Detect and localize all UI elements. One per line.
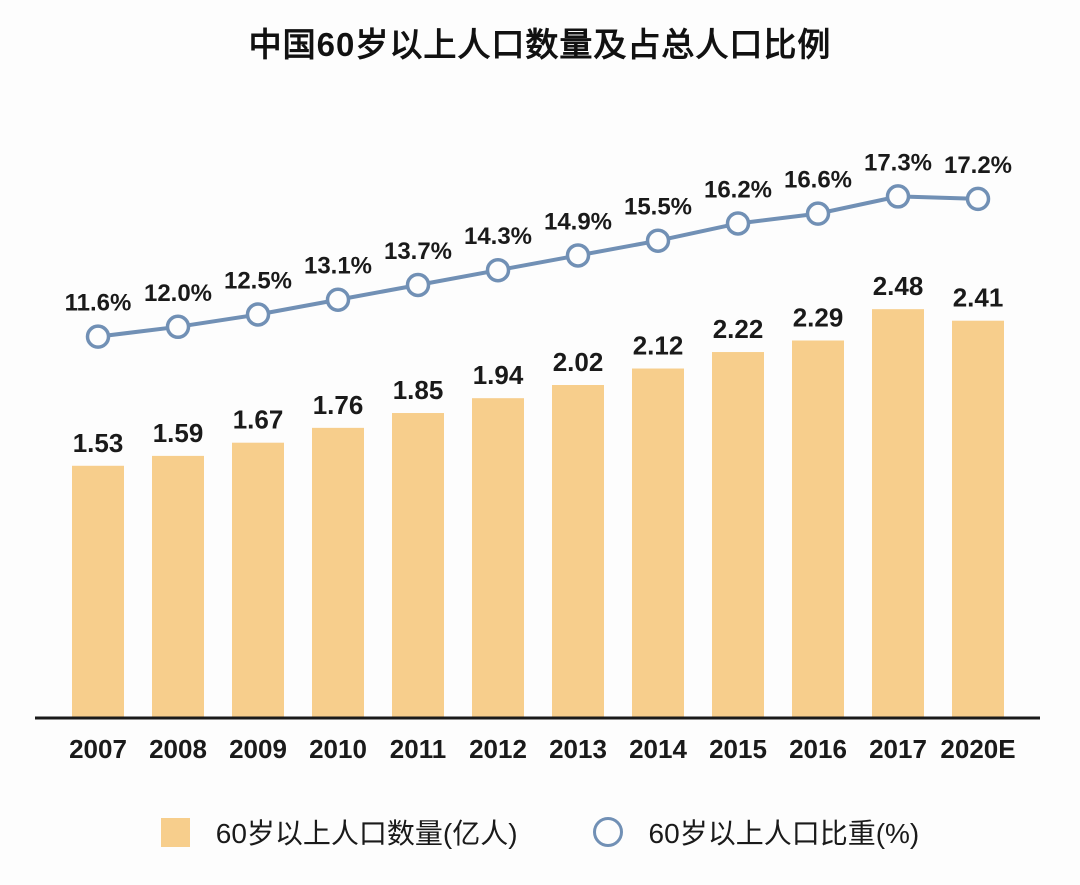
bar-2011: [392, 413, 444, 718]
x-tick-label-2007: 2007: [69, 734, 127, 764]
pct-label-2012: 14.3%: [464, 223, 532, 250]
pct-label-2008: 12.0%: [144, 280, 212, 307]
x-tick-label-2014: 2014: [629, 734, 687, 764]
bar-2014: [632, 368, 684, 718]
x-tick-label-2010: 2010: [309, 734, 367, 764]
line-marker-2011: [405, 272, 431, 298]
pct-label-2009: 12.5%: [224, 268, 292, 295]
x-tick-label-2012: 2012: [469, 734, 527, 764]
bar-value-label-2011: 1.85: [393, 375, 444, 405]
chart-legend: 60岁以上人口数量(亿人) 60岁以上人口比重(%): [0, 812, 1080, 852]
pct-label-2007: 11.6%: [65, 290, 132, 317]
bar-2016: [792, 340, 844, 718]
x-tick-label-2011: 2011: [390, 734, 446, 764]
pct-label-2014: 15.5%: [624, 194, 692, 221]
pct-label-2013: 14.9%: [544, 208, 612, 235]
bar-2012: [472, 398, 524, 718]
x-tick-label-2013: 2013: [549, 734, 607, 764]
pct-label-2011: 13.7%: [384, 238, 452, 265]
bar-2009: [232, 442, 284, 718]
bar-2007: [72, 465, 124, 718]
bar-2013: [552, 385, 604, 718]
pct-label-2010: 13.1%: [304, 253, 372, 280]
bar-value-label-2012: 1.94: [473, 360, 524, 390]
bar-value-label-2014: 2.12: [633, 331, 684, 361]
x-tick-label-2020E: 2020E: [940, 734, 1015, 764]
x-axis-line: [35, 716, 1040, 720]
bar-2010: [312, 427, 364, 718]
bar-value-label-2020E: 2.41: [953, 283, 1004, 313]
line-marker-2009: [245, 302, 271, 327]
line-series-marker-icon: [592, 817, 623, 847]
line-marker-2014: [645, 228, 671, 253]
bar-2020E: [952, 320, 1004, 718]
x-tick-label-2009: 2009: [229, 734, 287, 764]
bar-value-label-2016: 2.29: [793, 302, 844, 332]
line-marker-2013: [565, 243, 591, 268]
chart-title: 中国60岁以上人口数量及占总人口比例: [248, 26, 832, 63]
line-marker-2007: [85, 324, 111, 349]
line-marker-2020E: [965, 186, 991, 212]
x-tick-label-2017: 2017: [869, 734, 927, 764]
line-marker-2012: [485, 257, 511, 283]
bar-2017: [872, 309, 924, 718]
pct-label-2017: 17.3%: [864, 149, 932, 176]
percentage-line: [96, 194, 980, 339]
line-marker-2016: [805, 201, 831, 226]
legend-item-line-series: 60岁以上人口比重(%): [592, 812, 920, 852]
line-marker-2010: [325, 287, 351, 312]
legend-item-bar-series: 60岁以上人口数量(亿人): [160, 812, 518, 852]
line-marker-2015: [725, 211, 751, 236]
bar-value-label-2015: 2.22: [713, 314, 764, 344]
line-marker-2017: [885, 184, 911, 209]
bar-2015: [712, 352, 764, 718]
bar-value-label-2010: 1.76: [313, 390, 364, 420]
bar-value-label-2007: 1.53: [73, 428, 124, 458]
bar-value-label-2013: 2.02: [553, 347, 604, 377]
bar-2008: [152, 455, 204, 718]
legend-line-label: 60岁以上人口比重(%): [648, 818, 920, 849]
pct-label-2015: 16.2%: [704, 176, 772, 203]
bar-value-label-2017: 2.48: [873, 271, 924, 301]
chart-canvas: 1.53 1.59 1.67 1.76 1.85 1.94 2.02 2.12 2.22 2.29…: [35, 149, 1040, 764]
pct-label-2016: 16.6%: [784, 167, 852, 194]
x-tick-label-2008: 2008: [149, 734, 207, 764]
x-tick-label-2015: 2015: [709, 734, 767, 764]
pct-label-2020E: 17.2%: [944, 152, 1012, 179]
bar-series-swatch-icon: [160, 817, 190, 847]
line-marker-2008: [165, 314, 191, 340]
bar-value-label-2009: 1.67: [233, 405, 284, 435]
bar-value-label-2008: 1.59: [153, 418, 204, 448]
legend-bar-label: 60岁以上人口数量(亿人): [215, 818, 518, 849]
x-tick-label-2016: 2016: [789, 734, 847, 764]
